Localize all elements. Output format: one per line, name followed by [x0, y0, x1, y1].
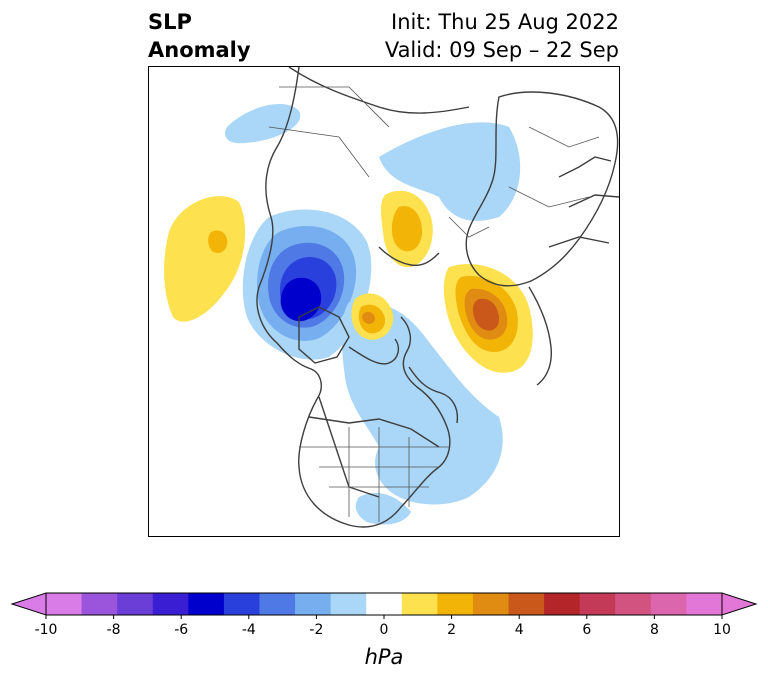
- colorbar-bin: [401, 593, 438, 615]
- colorbar-bin: [615, 593, 652, 615]
- colorbar-tick-label: -4: [242, 622, 256, 638]
- colorbar-bin: [152, 593, 189, 615]
- colorbar-bin: [686, 593, 723, 615]
- map-title-line-1: SLP: [148, 10, 192, 34]
- colorbar-unit-label: hPa: [364, 645, 404, 669]
- colorbar-bin: [223, 593, 260, 615]
- colorbar-bin: [81, 593, 118, 615]
- colorbar-bin: [508, 593, 545, 615]
- map-title: SLP Anomaly: [148, 8, 251, 64]
- colorbar-bin: [295, 593, 332, 615]
- colorbar-bin: [117, 593, 154, 615]
- colorbar-tick-label: 10: [713, 622, 731, 638]
- colorbar-bin: [259, 593, 296, 615]
- colorbar: -10 -8 -6 -4 -2 0 2 4 6 8 10: [0, 585, 768, 684]
- colorbar-bin: [472, 593, 510, 615]
- country-borders: [268, 86, 600, 522]
- colorbar-tick-label: 0: [380, 622, 389, 638]
- colorbar-bin: [366, 593, 403, 615]
- anomaly-map: [148, 66, 620, 537]
- colorbar-bin: [544, 593, 581, 615]
- coastlines: [256, 67, 619, 528]
- colorbar-bin: [330, 593, 367, 615]
- colorbar-tick-label: 4: [515, 622, 524, 638]
- map-title-line-2: Anomaly: [148, 38, 251, 62]
- init-date: Init: Thu 25 Aug 2022: [391, 10, 619, 34]
- colorbar-tick-label: 8: [650, 622, 659, 638]
- forecast-dates: Init: Thu 25 Aug 2022 Valid: 09 Sep – 22…: [385, 8, 619, 64]
- negative-anomaly-shading: [225, 104, 521, 525]
- anomaly-map-canvas: [164, 67, 619, 528]
- colorbar-underflow-arrow: [10, 592, 47, 616]
- colorbar-bin: [46, 593, 83, 615]
- colorbar-tick-label: -10: [35, 622, 58, 638]
- colorbar-scale: -10 -8 -6 -4 -2 0 2 4 6 8 10: [10, 592, 758, 638]
- positive-anomaly-shading: [164, 190, 533, 373]
- colorbar-bin: [188, 593, 225, 615]
- colorbar-tick-label: -2: [309, 622, 323, 638]
- valid-range: Valid: 09 Sep – 22 Sep: [384, 38, 619, 62]
- colorbar-tick-label: -8: [107, 622, 121, 638]
- colorbar-overflow-arrow: [721, 592, 758, 616]
- colorbar-tick-label: 6: [582, 622, 591, 638]
- colorbar-tick-label: -6: [174, 622, 188, 638]
- colorbar-tick-label: 2: [447, 622, 456, 638]
- colorbar-bin: [650, 593, 687, 615]
- colorbar-bin: [579, 593, 616, 615]
- colorbar-bin: [437, 593, 474, 615]
